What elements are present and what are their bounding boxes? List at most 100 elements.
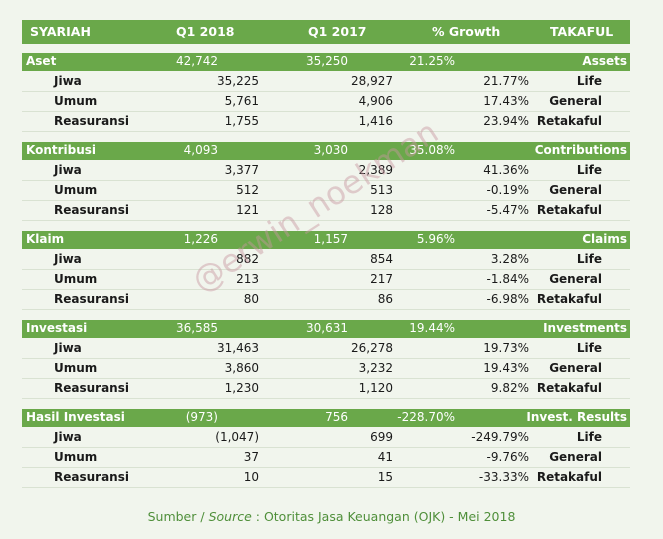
section-q1-2017: 30,631 [306, 321, 348, 335]
section-growth: -228.70% [397, 410, 455, 424]
row-q1-2017: 699 [370, 430, 393, 444]
section-bar: Investasi 36,585 30,631 19.44% Investments [22, 320, 630, 338]
section-title: Hasil Investasi [26, 410, 125, 424]
row-growth: -9.76% [486, 450, 529, 464]
row-q1-2017: 4,906 [358, 94, 393, 108]
row-takaful: General [549, 361, 602, 375]
row-label: Jiwa [54, 341, 82, 355]
section-growth: 21.25% [409, 54, 455, 68]
row-takaful: General [549, 450, 602, 464]
section-title: Aset [26, 54, 57, 68]
row-takaful: General [549, 272, 602, 286]
row-q1-2018: 10 [243, 470, 259, 484]
row-growth: -6.98% [486, 292, 529, 306]
table-row: Jiwa 882 854 3.28% Life [22, 250, 630, 270]
row-takaful: Life [576, 252, 602, 266]
table-row: Reasuransi 121 128 -5.47% Retakaful [22, 201, 630, 221]
table-row: Reasuransi 1,230 1,120 9.82% Retakaful [22, 379, 630, 399]
row-q1-2017: 2,389 [358, 163, 393, 177]
row-takaful: General [549, 183, 602, 197]
section-bar: Aset 42,742 35,250 21.25% Assets [22, 53, 630, 71]
row-growth: 19.73% [483, 341, 529, 355]
table-row: Jiwa 3,377 2,389 41.36% Life [22, 161, 630, 181]
row-growth: 21.77% [483, 74, 529, 88]
source-note: Sumber / Source : Otoritas Jasa Keuangan… [0, 509, 663, 524]
col-growth-header: % Growth [432, 24, 501, 39]
col-q1-2018-header: Q1 2018 [176, 24, 235, 39]
table-row: Reasuransi 10 15 -33.33% Retakaful [22, 468, 630, 488]
row-label: Reasuransi [54, 114, 129, 128]
row-growth: 3.28% [490, 252, 529, 266]
col-syariah-header: SYARIAH [30, 24, 91, 39]
row-q1-2018: 121 [236, 203, 259, 217]
row-takaful: Life [576, 430, 602, 444]
source-rest: : Otoritas Jasa Keuangan (OJK) - Mei 201… [251, 509, 516, 524]
row-label: Umum [54, 183, 98, 197]
section-title: Investasi [26, 321, 88, 335]
section-q1-2018: 4,093 [183, 143, 218, 157]
row-growth: 19.43% [483, 361, 529, 375]
row-growth: -5.47% [486, 203, 529, 217]
row-growth: -0.19% [486, 183, 529, 197]
section-growth: 5.96% [416, 232, 455, 246]
row-q1-2018: 5,761 [224, 94, 259, 108]
row-label: Umum [54, 361, 98, 375]
section-growth: 35.08% [409, 143, 455, 157]
section-title: Klaim [26, 232, 65, 246]
section-q1-2018: 42,742 [176, 54, 218, 68]
section-english-title: Assets [582, 54, 627, 68]
row-q1-2018: 1,230 [224, 381, 259, 395]
table-header: SYARIAH Q1 2018 Q1 2017 % Growth TAKAFUL [22, 20, 630, 44]
col-takaful-header: TAKAFUL [550, 24, 614, 39]
row-q1-2017: 26,278 [351, 341, 393, 355]
row-q1-2017: 86 [377, 292, 393, 306]
row-q1-2018: 35,225 [217, 74, 259, 88]
row-label: Umum [54, 94, 98, 108]
row-q1-2018: (1,047) [215, 430, 259, 444]
section-english-title: Investments [543, 321, 627, 335]
row-q1-2018: 37 [243, 450, 259, 464]
section-english-title: Claims [582, 232, 627, 246]
row-q1-2018: 1,755 [224, 114, 259, 128]
section-bar: Klaim 1,226 1,157 5.96% Claims [22, 231, 630, 249]
section-english-title: Invest. Results [526, 410, 627, 424]
section-bar: Kontribusi 4,093 3,030 35.08% Contributions [22, 142, 630, 160]
row-takaful: Life [576, 74, 602, 88]
section-q1-2018: (973) [185, 410, 218, 424]
row-q1-2018: 31,463 [217, 341, 259, 355]
row-q1-2018: 512 [236, 183, 259, 197]
row-q1-2017: 128 [370, 203, 393, 217]
row-q1-2017: 513 [370, 183, 393, 197]
table-row: Umum 3,860 3,232 19.43% General [22, 359, 630, 379]
section-title: Kontribusi [26, 143, 97, 157]
row-label: Jiwa [54, 430, 82, 444]
row-q1-2017: 41 [377, 450, 393, 464]
section-growth: 19.44% [409, 321, 455, 335]
table-row: Umum 213 217 -1.84% General [22, 270, 630, 290]
table-row: Umum 512 513 -0.19% General [22, 181, 630, 201]
row-q1-2017: 1,416 [358, 114, 393, 128]
row-growth: 17.43% [483, 94, 529, 108]
row-q1-2018: 882 [236, 252, 259, 266]
table-row: Jiwa (1,047) 699 -249.79% Life [22, 428, 630, 448]
row-takaful: Life [576, 163, 602, 177]
section-q1-2017: 3,030 [313, 143, 348, 157]
row-q1-2017: 15 [377, 470, 393, 484]
row-takaful: Retakaful [536, 203, 602, 217]
row-q1-2017: 28,927 [351, 74, 393, 88]
row-label: Reasuransi [54, 292, 129, 306]
section-bar: Hasil Investasi (973) 756 -228.70% Invest. R… [22, 409, 630, 427]
source-prefix: Sumber / [147, 509, 209, 524]
row-growth: 9.82% [490, 381, 529, 395]
row-growth: 41.36% [483, 163, 529, 177]
row-label: Jiwa [54, 74, 82, 88]
row-growth: 23.94% [483, 114, 529, 128]
row-growth: -1.84% [486, 272, 529, 286]
row-label: Reasuransi [54, 381, 129, 395]
row-q1-2017: 1,120 [358, 381, 393, 395]
row-growth: -33.33% [478, 470, 529, 484]
source-italic: Source [208, 509, 252, 524]
row-q1-2018: 213 [236, 272, 259, 286]
row-q1-2018: 3,377 [224, 163, 259, 177]
